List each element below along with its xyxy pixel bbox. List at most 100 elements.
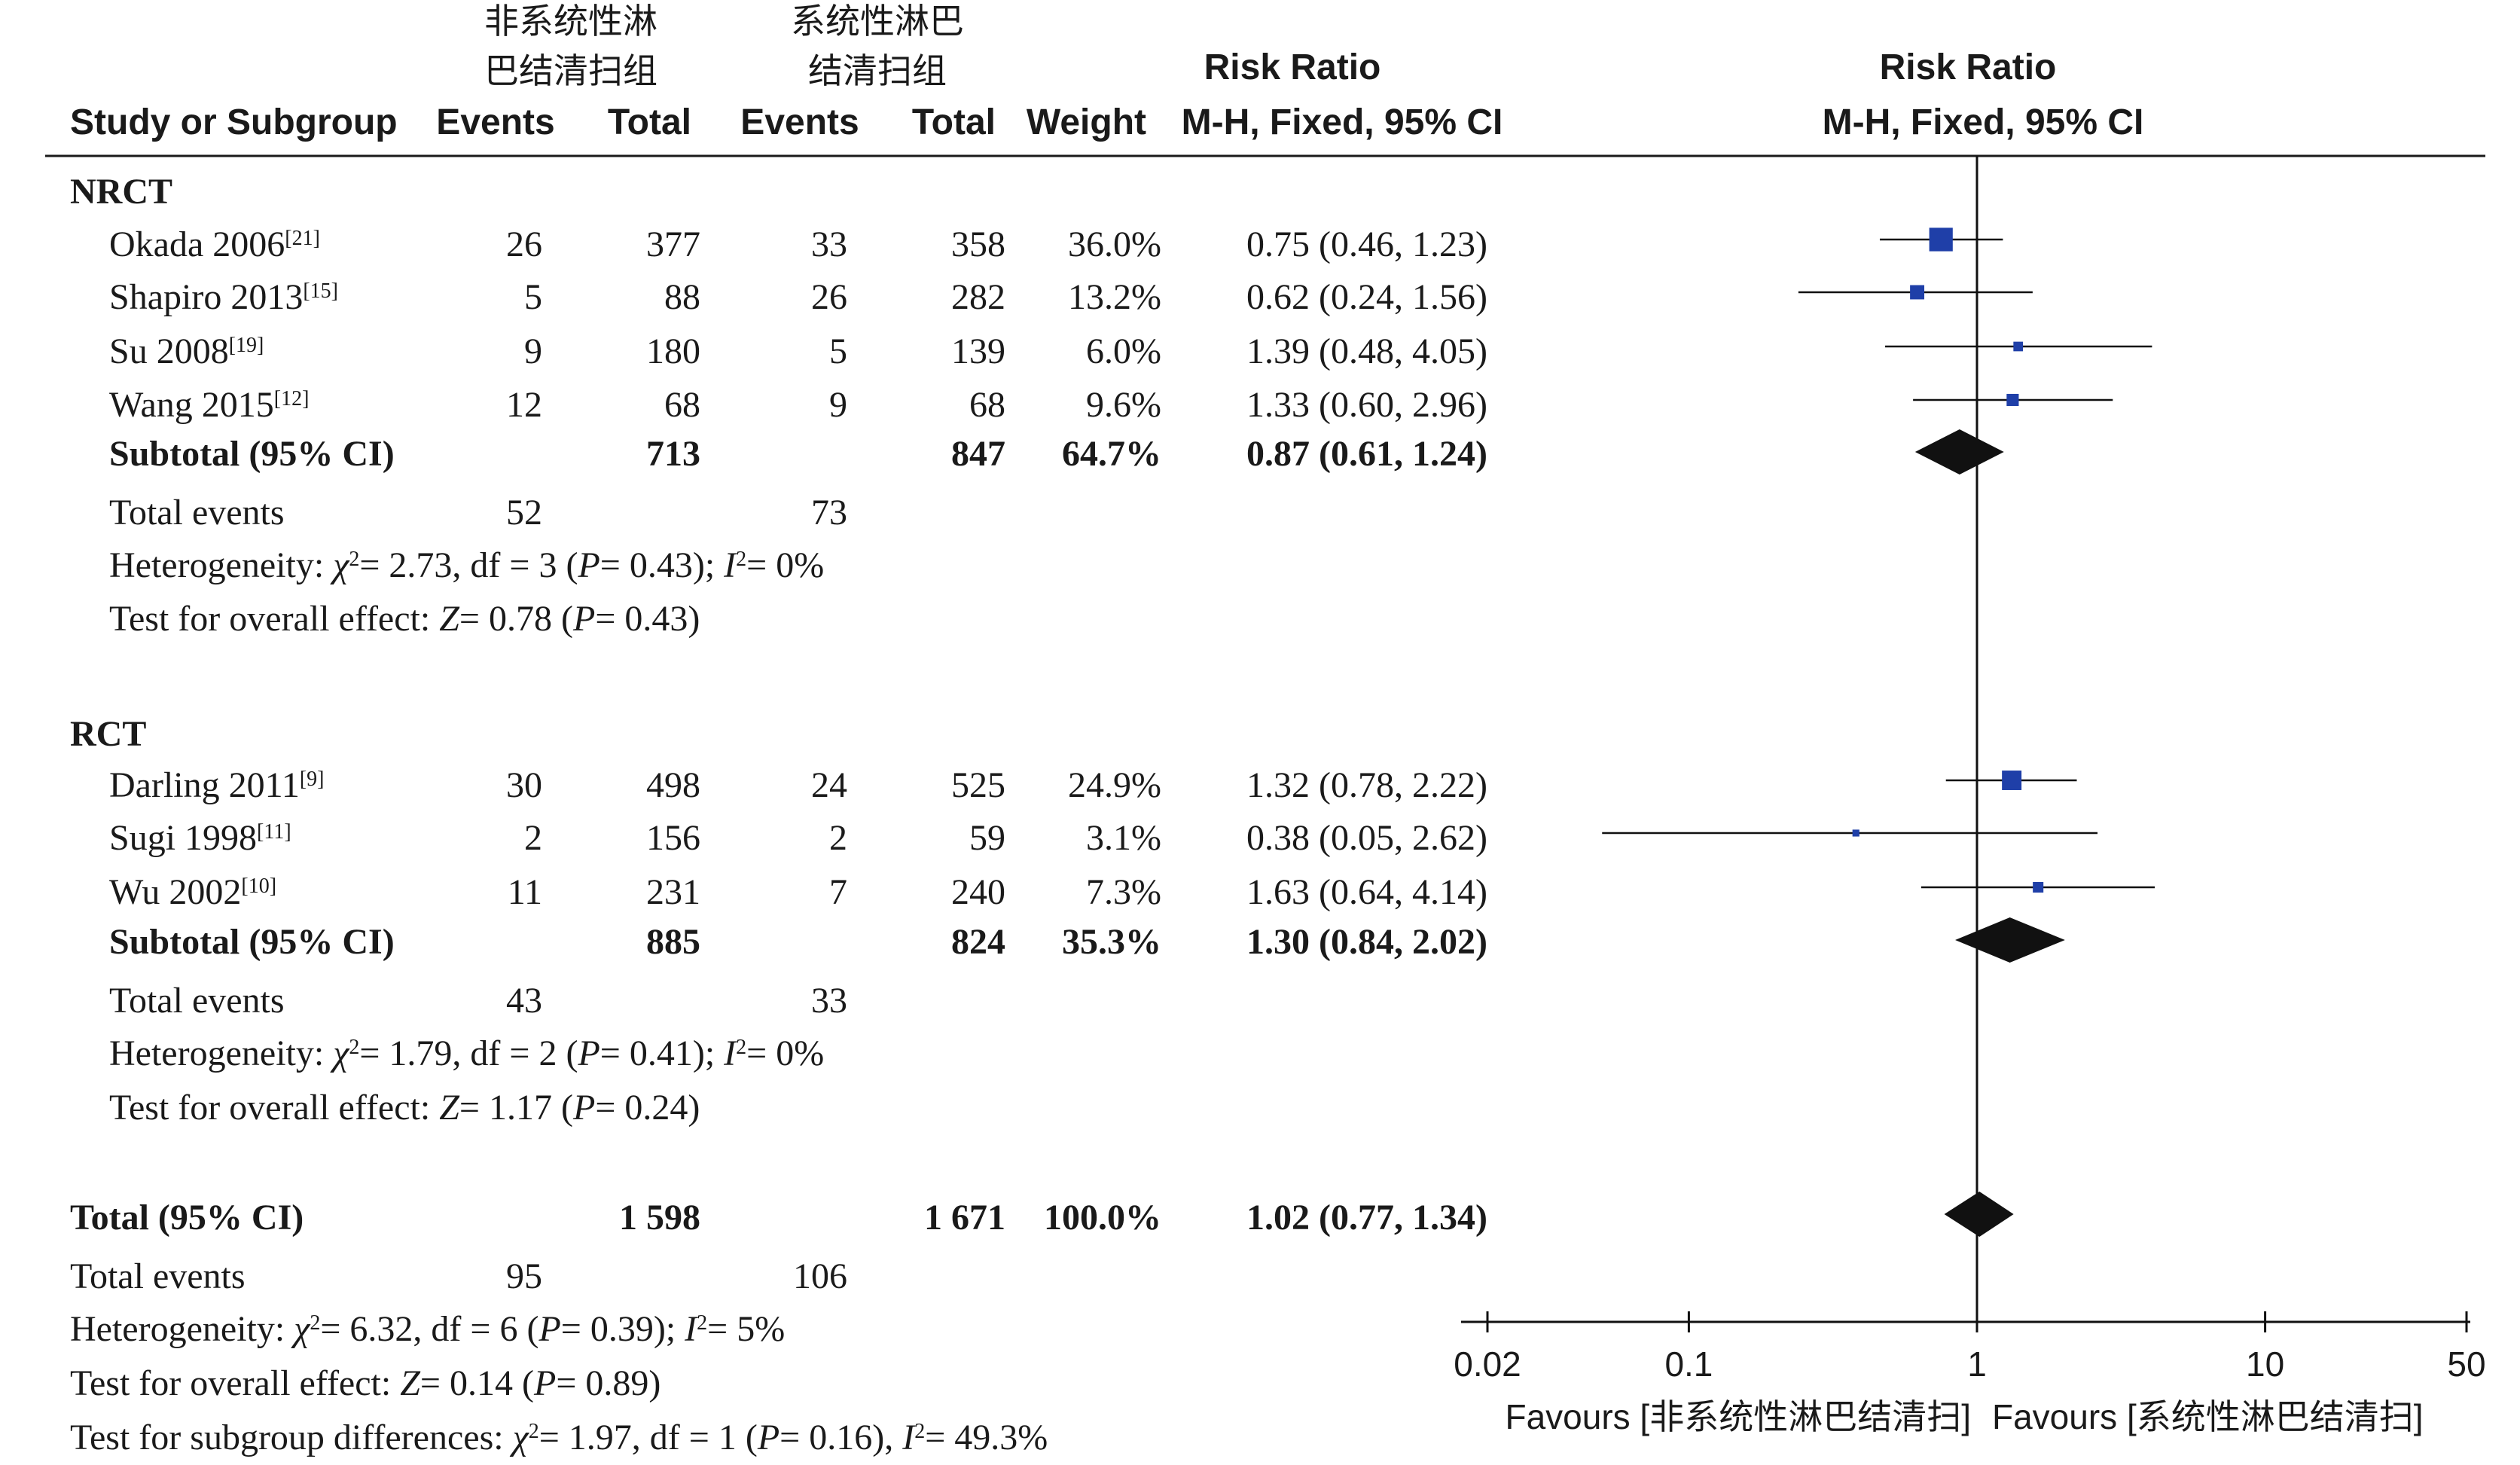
total-events-group1: 52	[506, 493, 542, 533]
subgroup-differences-line: Test for subgroup differences: χ2= 1.97,…	[70, 1418, 1048, 1457]
events-group1: 26	[506, 224, 542, 264]
superscript: 2	[736, 1036, 746, 1059]
overall-effect-test-line-prefix: Test for overall effect:	[70, 1363, 400, 1403]
subtotal-total2: 847	[951, 434, 1005, 474]
total-total1: 1 598	[619, 1198, 700, 1238]
subtotal-weight: 64.7%	[1062, 434, 1161, 474]
overall-total-events-group1: 95	[506, 1256, 542, 1296]
overall-effect-line: Test for overall effect: Z= 0.78 (P= 0.4…	[109, 599, 700, 639]
study-table: NRCT Okada 2006[21] 26 377 33 358 36.0% 0.75 (0…	[70, 172, 1487, 1457]
risk-ratio-ci: 1.33 (0.60, 2.96)	[1246, 385, 1487, 425]
overall-heterogeneity-line-p-value: = 0.39);	[561, 1309, 685, 1349]
x-tick-label: 10	[2246, 1344, 2284, 1384]
subgroup-heading: NRCT	[70, 172, 172, 212]
z-symbol: Z	[400, 1363, 421, 1403]
heterogeneity-line-p-value: = 0.41);	[600, 1033, 724, 1073]
total-group1: 231	[646, 872, 700, 912]
heterogeneity-line-i2-value: = 0%	[746, 545, 824, 585]
events-group2: 5	[829, 331, 847, 371]
effect-marker	[2013, 341, 2024, 352]
i-symbol: I	[723, 545, 737, 585]
overall-heterogeneity-line-i2-value: = 5%	[707, 1309, 785, 1349]
plot-area: 0.02 0.1 1 10 50 Favours [非系统性淋巴结清扫] Favours […	[1454, 156, 2486, 1436]
subgroup-heading: RCT	[70, 714, 146, 754]
study-reference: [15]	[303, 279, 338, 303]
overall-heterogeneity-line-prefix: Heterogeneity:	[70, 1309, 294, 1349]
study-reference: [11]	[257, 820, 291, 844]
superscript: 2	[697, 1311, 707, 1335]
total-group2: 358	[951, 224, 1005, 264]
x-tick-label: 1	[1967, 1344, 1987, 1384]
risk-ratio-ci: 1.39 (0.48, 4.05)	[1246, 331, 1487, 371]
heterogeneity-line-i2-value: = 0%	[746, 1033, 824, 1073]
overall-effect-test-line-p-value: = 0.89)	[556, 1363, 661, 1403]
favours-right-label: Favours [系统性淋巴结清扫]	[1992, 1397, 2424, 1436]
overall-heterogeneity-line-stat: = 6.32, df = 6 (	[320, 1309, 538, 1349]
superscript: 2	[914, 1420, 925, 1443]
i-symbol: I	[723, 1033, 737, 1073]
p-symbol: P	[572, 599, 595, 639]
risk-ratio-ci: 0.38 (0.05, 2.62)	[1246, 818, 1487, 858]
total-group1: 156	[646, 818, 700, 858]
risk-ratio-method-header: M-H, Fixed, 95% CI	[1182, 102, 1503, 142]
study-label: Shapiro 2013	[109, 277, 303, 317]
total-group2: 139	[951, 331, 1005, 371]
total-weight: 100.0%	[1044, 1198, 1161, 1238]
study-name: Su 2008[19]	[109, 331, 264, 371]
study-name: Shapiro 2013[15]	[109, 277, 338, 317]
events-group1: 12	[506, 385, 542, 425]
overall-effect-line-prefix: Test for overall effect:	[109, 1088, 439, 1128]
subgroup-differences-line-p-value: = 0.16),	[779, 1418, 902, 1457]
study-weight: 7.3%	[1086, 872, 1161, 912]
total-group2: 68	[969, 385, 1005, 425]
study-label: Sugi 1998	[109, 818, 257, 858]
events-group2: 9	[829, 385, 847, 425]
overall-effect-test-line-stat: = 0.14 (	[420, 1363, 534, 1403]
superscript: 2	[349, 1036, 359, 1059]
overall-total-events-group2: 106	[793, 1256, 847, 1296]
subtotal-weight: 35.3%	[1062, 922, 1161, 962]
superscript: 2	[736, 548, 746, 571]
total-group2: 240	[951, 872, 1005, 912]
total2-column-header: Total	[912, 102, 996, 142]
study-name: Sugi 1998[11]	[109, 818, 291, 858]
chi-symbol: χ	[510, 1418, 530, 1457]
overall-effect-line-p-value: = 0.24)	[595, 1088, 700, 1128]
total-events-label: Total events	[109, 981, 285, 1021]
group2-header-line2: 结清扫组	[808, 50, 947, 91]
effect-marker	[1929, 227, 1953, 252]
overall-effect-line-stat: = 1.17 (	[459, 1088, 573, 1128]
total-events-group2: 73	[811, 493, 847, 533]
subtotal-diamond	[1955, 917, 2065, 963]
heterogeneity-line-prefix: Heterogeneity:	[109, 1033, 333, 1073]
group1-header-line1: 非系统性淋	[484, 1, 657, 41]
heterogeneity-line-prefix: Heterogeneity:	[109, 545, 333, 585]
risk-ratio-ci: 1.63 (0.64, 4.14)	[1246, 872, 1487, 912]
study-reference: [10]	[241, 874, 276, 898]
total-events-label: Total events	[109, 493, 285, 533]
header-group: 非系统性淋 巴结清扫组 系统性淋巴 结清扫组 Risk Ratio Risk R…	[45, 1, 2485, 157]
superscript: 2	[310, 1311, 320, 1335]
superscript: 2	[529, 1420, 539, 1443]
p-symbol: P	[757, 1418, 779, 1457]
total-group1: 498	[646, 765, 700, 805]
chi-symbol: χ	[330, 1033, 350, 1073]
effect-marker	[1852, 829, 1859, 837]
subtotal-label: Subtotal (95% CI)	[109, 922, 395, 962]
overall-heterogeneity-line: Heterogeneity: χ2= 6.32, df = 6 (P= 0.39…	[70, 1309, 785, 1349]
p-symbol: P	[538, 1309, 560, 1349]
study-name: Wu 2002[10]	[109, 872, 276, 912]
events1-column-header: Events	[436, 102, 554, 142]
events-group1: 5	[524, 277, 542, 317]
overall-effect-line-stat: = 0.78 (	[459, 599, 573, 639]
heterogeneity-line-p-value: = 0.43);	[600, 545, 724, 585]
subtotal-diamond	[1914, 429, 2004, 475]
events-group1: 9	[524, 331, 542, 371]
study-weight: 9.6%	[1086, 385, 1161, 425]
study-label: Wu 2002	[109, 872, 241, 912]
heterogeneity-line-stat: = 1.79, df = 2 (	[359, 1033, 578, 1073]
i-symbol: I	[902, 1418, 916, 1457]
study-reference: [9]	[300, 768, 325, 791]
subtotal-ci: 1.30 (0.84, 2.02)	[1246, 922, 1487, 962]
group2-header-line1: 系统性淋巴	[791, 1, 964, 41]
